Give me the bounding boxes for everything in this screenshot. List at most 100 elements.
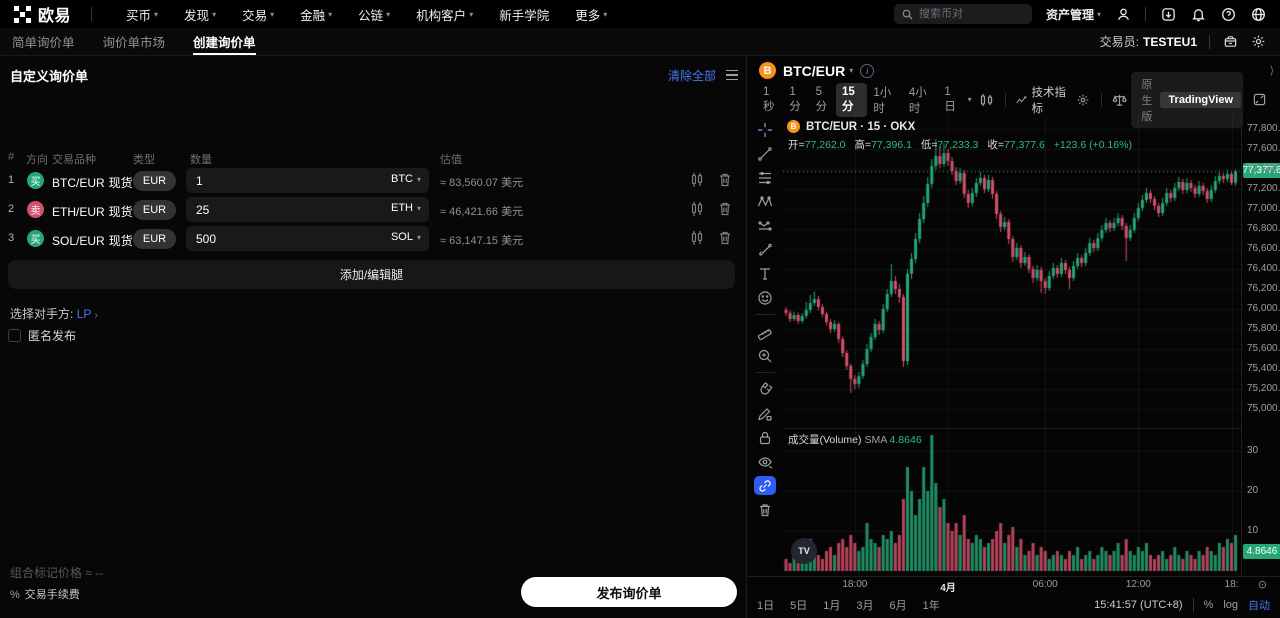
delete-icon[interactable] <box>718 201 732 217</box>
candlestick-icon[interactable] <box>690 201 704 217</box>
interval-1s[interactable]: 1秒 <box>763 85 775 113</box>
chart-settings-icon[interactable] <box>1072 93 1094 107</box>
add-edit-legs-button[interactable]: 添加/编辑腿 <box>8 260 735 289</box>
divider <box>1145 7 1146 21</box>
interval-1d[interactable]: 1日 <box>944 85 956 113</box>
range-1mo[interactable]: 1月 <box>823 600 841 612</box>
tab-rfq-market[interactable]: 询价单市场 <box>102 36 166 50</box>
anonymous-checkbox[interactable] <box>8 329 21 342</box>
btc-icon: B <box>759 62 776 79</box>
currency-dropdown[interactable]: BTC ▾ <box>390 173 421 185</box>
hide-drawings-icon[interactable] <box>754 452 776 471</box>
time-axis[interactable]: 18:00 4月 06:00 12:00 18: ⊙ <box>747 576 1280 594</box>
trendline-icon[interactable] <box>754 144 776 163</box>
user-icon[interactable] <box>1115 6 1131 22</box>
fee-row: % 交易手续费 <box>10 589 80 601</box>
publish-rfq-button[interactable]: 发布询价单 <box>521 577 737 607</box>
history-icon[interactable] <box>1222 34 1238 50</box>
link-tool-icon[interactable] <box>753 476 776 495</box>
interval-1h[interactable]: 1小时 <box>873 86 892 115</box>
menu-icon[interactable] <box>726 69 738 81</box>
search-pair-box[interactable] <box>893 4 1032 24</box>
nav-institutional[interactable]: 机构客户 ▾ <box>416 8 474 23</box>
emoji-icon[interactable] <box>754 288 776 307</box>
tab-simple-rfq[interactable]: 简单询价单 <box>12 36 75 50</box>
range-3mo[interactable]: 3月 <box>856 600 874 612</box>
compare-icon[interactable] <box>1108 93 1131 107</box>
type-pill[interactable]: EUR <box>133 229 176 249</box>
download-icon[interactable] <box>1160 6 1176 22</box>
tradingview-logo[interactable]: TV <box>791 538 817 564</box>
counterparty-link[interactable]: LP <box>76 307 92 321</box>
interval-15m[interactable]: 15分 <box>835 82 868 117</box>
axis-settings-icon[interactable]: ⊙ <box>1257 579 1267 591</box>
globe-icon[interactable] <box>1250 6 1266 22</box>
candlestick-icon[interactable] <box>690 172 704 188</box>
type-pill[interactable]: EUR <box>133 200 176 220</box>
bell-icon[interactable] <box>1190 6 1206 22</box>
amount-input[interactable] <box>196 226 356 251</box>
nav-trade[interactable]: 交易 ▾ <box>242 8 275 23</box>
nav-chain[interactable]: 公链 ▾ <box>358 8 391 23</box>
lock-icon[interactable] <box>754 428 776 447</box>
currency-dropdown[interactable]: ETH ▾ <box>390 202 421 214</box>
range-5d[interactable]: 5日 <box>790 600 808 612</box>
brush-icon[interactable] <box>754 240 776 259</box>
xabcd-pattern-icon[interactable] <box>754 192 776 211</box>
magnet-icon[interactable] <box>754 380 776 399</box>
ruler-icon[interactable] <box>754 322 776 341</box>
nav-more[interactable]: 更多 ▾ <box>575 8 608 23</box>
percent-scale-button[interactable]: % <box>1203 599 1214 611</box>
delete-icon[interactable] <box>718 230 732 246</box>
range-6mo[interactable]: 6月 <box>889 600 907 612</box>
candlestick-icon[interactable] <box>690 230 704 246</box>
interval-4h[interactable]: 4小时 <box>908 86 927 115</box>
nav-buy-crypto[interactable]: 买币 ▾ <box>126 8 159 23</box>
indicators-button[interactable]: 技术指标 <box>1012 84 1071 116</box>
tab-create-rfq[interactable]: 创建询价单 <box>193 28 256 55</box>
range-1d[interactable]: 1日 <box>757 600 775 612</box>
chevron-down-icon[interactable]: ▾ <box>967 95 972 104</box>
fullscreen-icon[interactable] <box>1249 93 1270 106</box>
delete-icon[interactable] <box>718 172 732 188</box>
okx-logo[interactable]: 欧易 <box>0 2 71 26</box>
help-icon[interactable] <box>1220 6 1236 22</box>
type-pill[interactable]: EUR <box>133 171 176 191</box>
clock[interactable]: 15:41:57 (UTC+8) <box>1094 599 1183 611</box>
clear-all-button[interactable]: 清除全部 <box>667 68 716 83</box>
amount-input[interactable] <box>196 197 356 222</box>
symbol-selector[interactable]: BTC/EUR ▾ <box>783 62 854 79</box>
crosshair-icon[interactable] <box>754 120 776 139</box>
auto-scale-button[interactable]: 自动 <box>1248 600 1270 612</box>
assets-menu[interactable]: 资产管理 ▾ <box>1045 7 1101 22</box>
amount-input[interactable] <box>196 168 356 193</box>
fib-retracement-icon[interactable] <box>754 168 776 187</box>
range-1y[interactable]: 1年 <box>922 600 940 612</box>
candlestick-chart[interactable]: B BTC/EUR · 15 · OKX 开=77,262.0 高=77,396… <box>783 114 1241 576</box>
price-axis[interactable]: 77,377.6 4.8646 77,800.0 77,600.0 77,400.0… <box>1241 114 1280 576</box>
search-input[interactable] <box>918 8 1019 20</box>
nav-academy[interactable]: 新手学院 <box>499 8 550 23</box>
candle-style-icon[interactable] <box>975 93 998 107</box>
interval-1m[interactable]: 1分 <box>789 85 801 113</box>
settings-icon[interactable] <box>1250 34 1266 50</box>
remove-drawings-icon[interactable] <box>754 500 776 519</box>
interval-5m[interactable]: 5分 <box>815 85 828 113</box>
log-scale-button[interactable]: log <box>1223 599 1238 611</box>
tradingview-mode-button[interactable]: TradingView <box>1160 91 1242 108</box>
nav-discover[interactable]: 发现 ▾ <box>184 8 217 23</box>
text-icon[interactable] <box>754 264 776 283</box>
collapse-panel-icon[interactable]: ⟩ <box>1269 65 1274 77</box>
zoom-in-icon[interactable] <box>754 346 776 365</box>
prediction-icon[interactable] <box>754 216 776 235</box>
nav-finance[interactable]: 金融 ▾ <box>300 8 333 23</box>
chart-canvas[interactable] <box>783 114 1241 576</box>
info-icon[interactable]: i <box>860 63 875 78</box>
valuation-text: ≈ 46,421.66 美元 <box>440 206 524 218</box>
drawing-edit-icon[interactable] <box>754 404 776 423</box>
currency-dropdown[interactable]: SOL ▾ <box>390 231 421 243</box>
